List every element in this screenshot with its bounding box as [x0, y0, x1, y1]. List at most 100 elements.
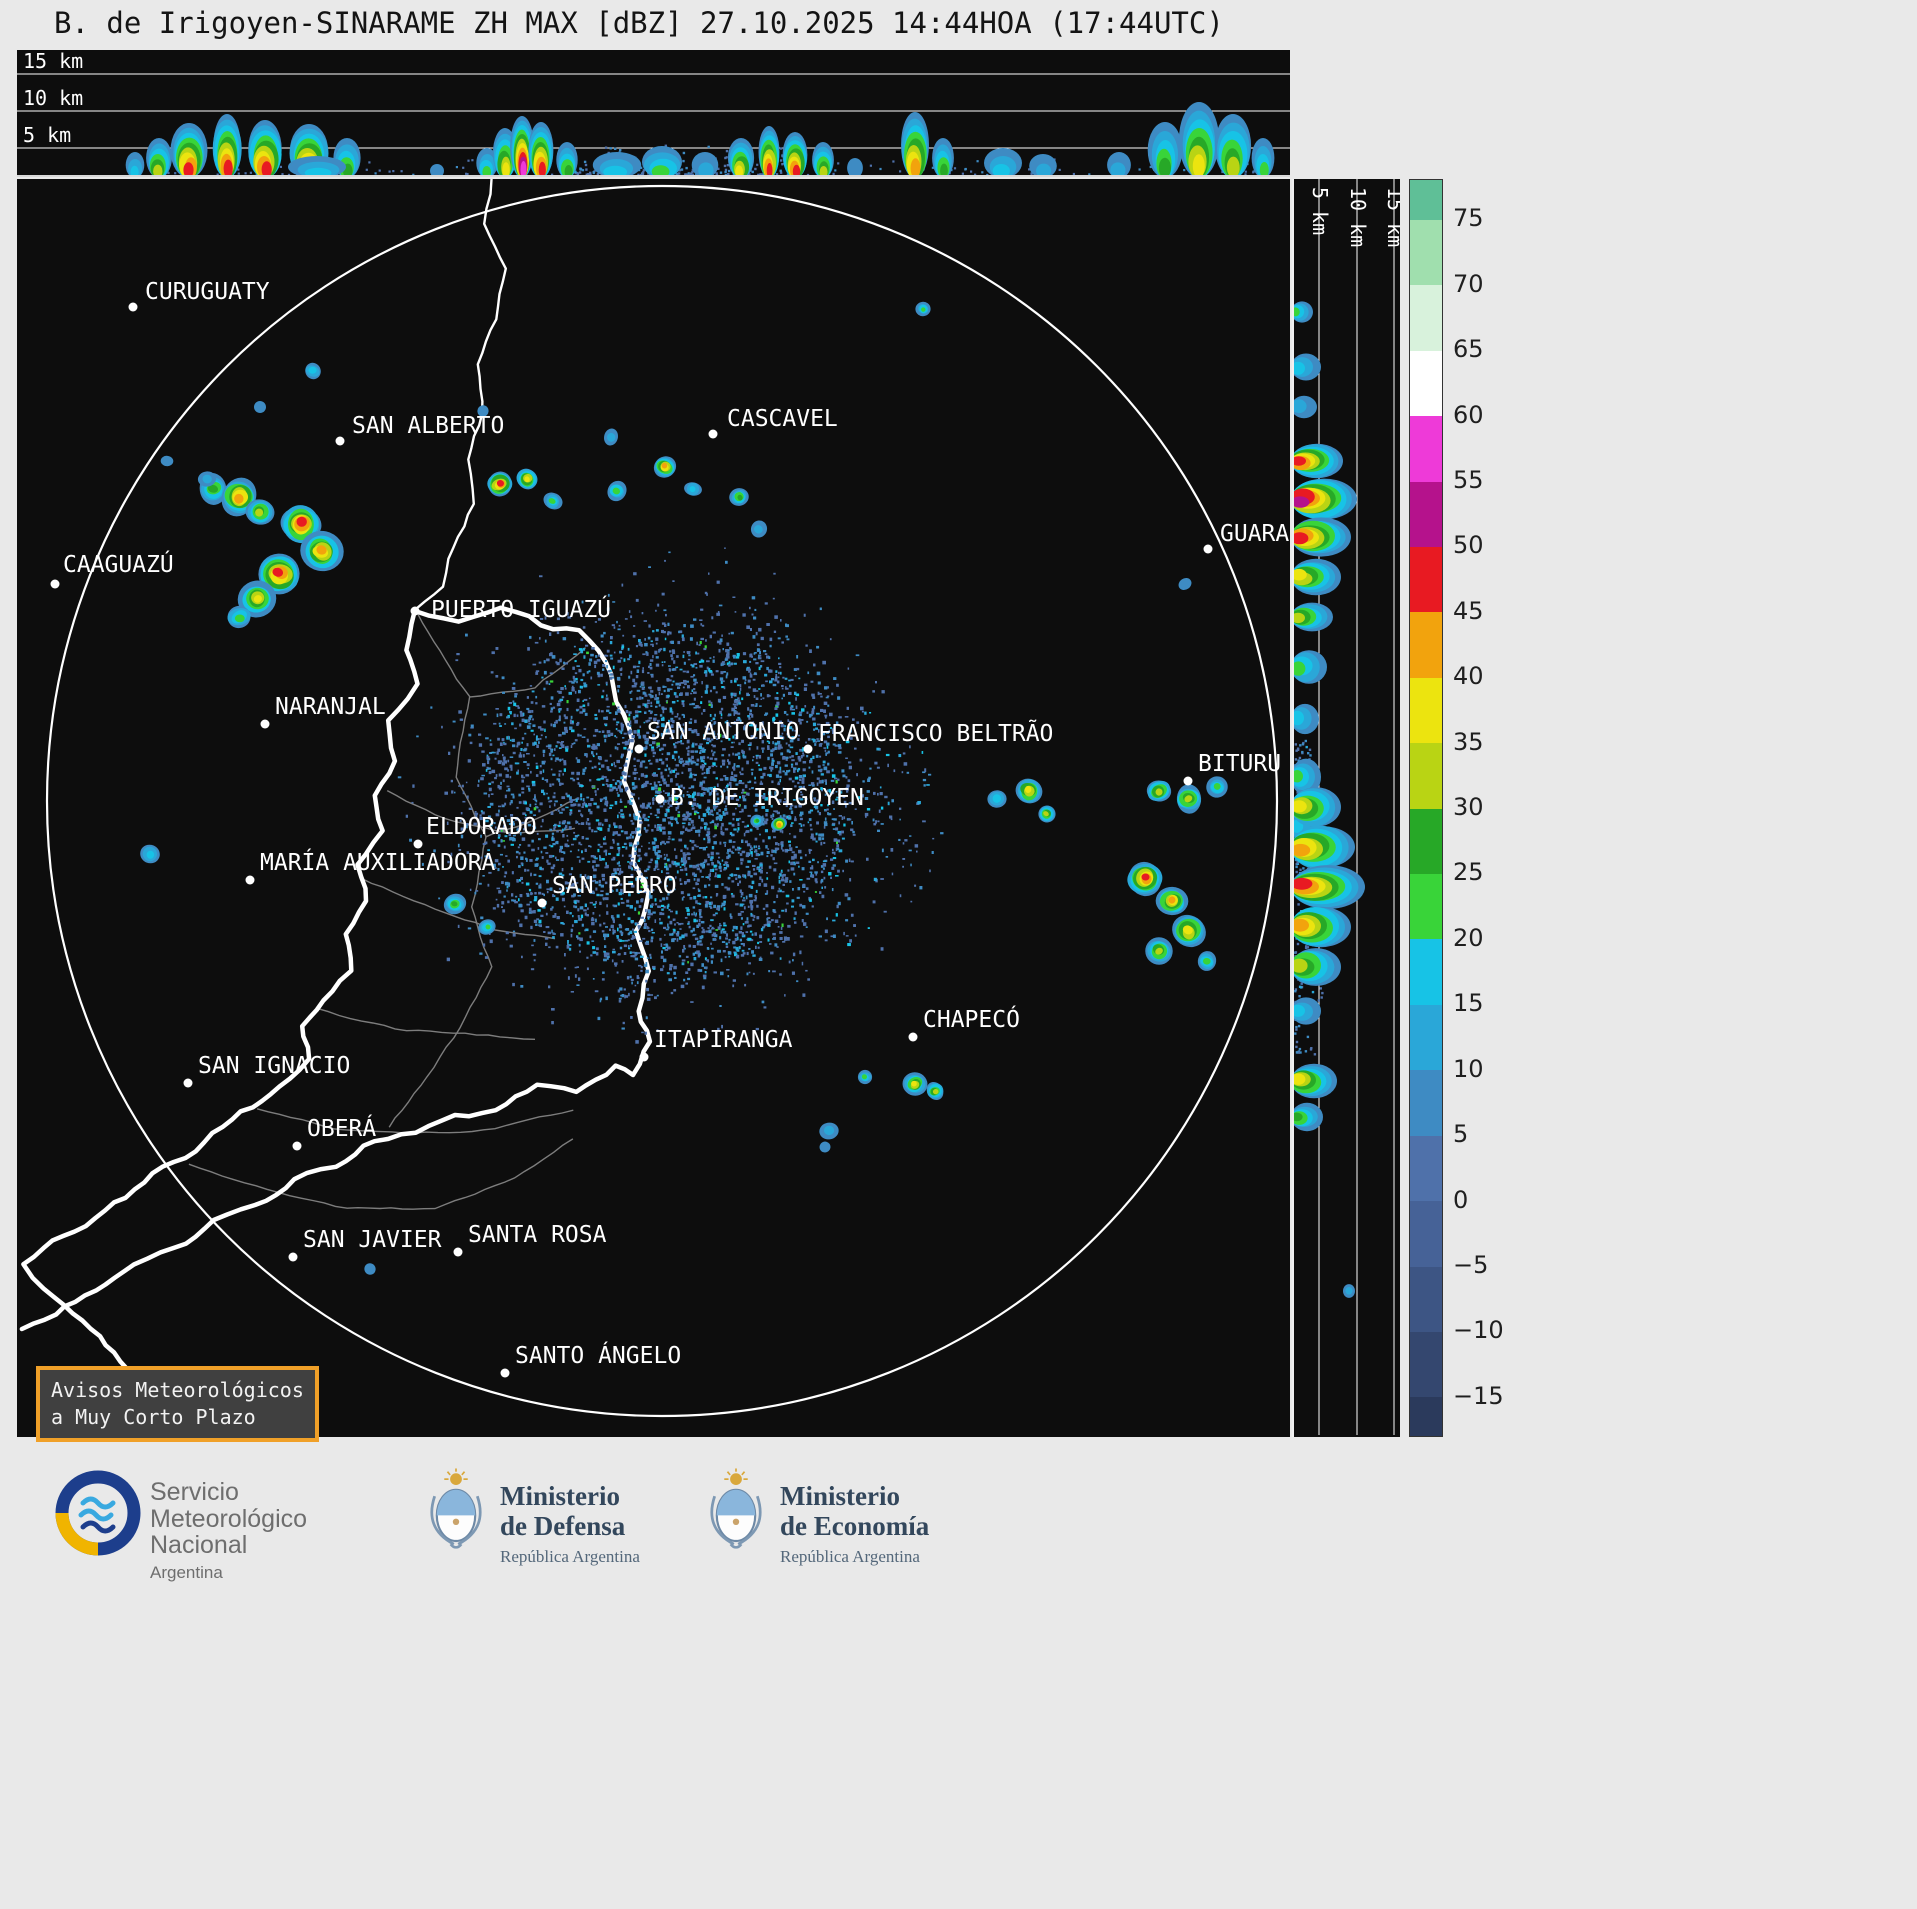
river-line	[21, 608, 420, 1437]
cross-top-svg: 15 km 10 km 5 km	[17, 50, 1290, 175]
city-marker	[413, 839, 423, 849]
colorbar-segment	[1410, 180, 1442, 220]
colorbar-segment	[1410, 1135, 1442, 1202]
colorbar-tick: 40	[1453, 662, 1484, 691]
city-label: SANTO ÁNGELO	[515, 1341, 681, 1369]
colorbar-tick: 45	[1453, 596, 1484, 625]
admin-boundary	[388, 613, 493, 1128]
admin-boundary	[360, 877, 556, 940]
colorbar-tick: 70	[1453, 269, 1484, 298]
height-label: 5 km	[1308, 187, 1332, 235]
colorbar-tick: −5	[1453, 1250, 1489, 1279]
cross-right-svg: 5 km 10 km 15 km	[1294, 179, 1400, 1435]
colorbar-tick: 50	[1453, 531, 1484, 560]
admin-boundary	[317, 1007, 536, 1040]
city-marker	[708, 429, 718, 439]
colorbar-tick: 5	[1453, 1120, 1469, 1149]
city-label: CAAGUAZÚ	[63, 550, 174, 578]
height-label: 5 km	[23, 123, 71, 147]
colorbar-segment	[1410, 742, 1442, 809]
colorbar-tick: 75	[1453, 204, 1484, 233]
defensa-wordmark: Ministerio de Defensa República Argentin…	[500, 1481, 640, 1567]
colorbar-tick: 0	[1453, 1185, 1469, 1214]
city-label: BITURU	[1198, 751, 1281, 777]
clutter-echoes	[397, 547, 944, 1044]
admin-boundary	[188, 1138, 574, 1210]
city-label: GUARA	[1220, 521, 1289, 547]
economia-line3: República Argentina	[780, 1547, 920, 1567]
defensa-line1: Ministerio	[500, 1481, 620, 1511]
river-line	[19, 605, 653, 1332]
city-label: MARÍA AUXILIADORA	[260, 848, 496, 876]
city-marker	[50, 579, 60, 589]
city-label: CASCAVEL	[727, 406, 838, 432]
city-marker	[335, 436, 345, 446]
colorbar-segment	[1410, 1396, 1442, 1436]
smn-line3: Nacional	[150, 1531, 248, 1559]
colorbar	[1409, 179, 1443, 1437]
city-label: OBERÁ	[307, 1114, 376, 1142]
colorbar-segment	[1410, 1265, 1442, 1332]
smn-line1: Servicio	[150, 1478, 239, 1506]
city-label: PUERTO IGUAZÚ	[431, 595, 611, 623]
city-label: SANTA ROSA	[468, 1222, 607, 1248]
colorbar-tick: 25	[1453, 858, 1484, 887]
colorbar-segment	[1410, 546, 1442, 613]
notice-box: Avisos Meteorológicos a Muy Corto Plazo	[36, 1366, 319, 1442]
admin-boundary	[386, 789, 576, 835]
storm-cells	[140, 301, 1228, 1275]
economia-coat-of-arms-icon	[710, 1468, 762, 1549]
colorbar-segment	[1410, 350, 1442, 417]
smn-logo	[55, 1470, 141, 1556]
city-marker	[260, 719, 270, 729]
colorbar-tick: 20	[1453, 923, 1484, 952]
defensa-coat-of-arms-icon	[430, 1468, 482, 1549]
colorbar-segment	[1410, 219, 1442, 286]
city-marker	[908, 1032, 918, 1042]
colorbar-tick: 35	[1453, 727, 1484, 756]
colorbar-segment	[1410, 1200, 1442, 1267]
radar-map-panel: CURUGUATY SAN ALBERTO CASCAVEL CAAGUAZÚ GUAR…	[17, 179, 1290, 1437]
city-marker	[292, 1141, 302, 1151]
radar-map-svg: CURUGUATY SAN ALBERTO CASCAVEL CAAGUAZÚ GUAR…	[19, 179, 1289, 1437]
height-label: 15 km	[1383, 187, 1400, 247]
footer: Servicio Meteorológico Nacional Argentin…	[0, 1437, 1917, 1909]
city-marker	[655, 794, 665, 804]
city-marker	[634, 744, 644, 754]
economia-line1: Ministerio	[780, 1481, 900, 1511]
city-marker	[1203, 544, 1213, 554]
city-label: B. DE IRIGOYEN	[670, 785, 864, 811]
river-line	[414, 179, 507, 611]
city-marker	[128, 302, 138, 312]
city-marker	[537, 898, 547, 908]
colorbar-segment	[1410, 677, 1442, 744]
city-label: ELDORADO	[426, 814, 537, 840]
notice-line1: Avisos Meteorológicos	[51, 1378, 304, 1402]
colorbar-tick: 65	[1453, 335, 1484, 364]
city-marker	[453, 1247, 463, 1257]
colorbar-segment	[1410, 284, 1442, 351]
colorbar-segment	[1410, 1004, 1442, 1071]
city-label: SAN ANTONIO	[647, 719, 799, 745]
smn-line2: Meteorológico	[150, 1504, 308, 1533]
range-ring	[45, 184, 1279, 1418]
colorbar-segment	[1410, 1069, 1442, 1136]
defensa-line2: de Defensa	[500, 1511, 626, 1542]
admin-boundary	[468, 647, 586, 698]
colorbar-segment	[1410, 1331, 1442, 1398]
city-marker	[639, 1052, 649, 1062]
city-marker	[803, 744, 813, 754]
city-label: SAN PEDRO	[552, 873, 677, 899]
smn-line4: Argentina	[150, 1562, 223, 1582]
city-marker	[245, 875, 255, 885]
product-title: B. de Irigoyen-SINARAME ZH MAX [dBZ] 27.…	[54, 6, 1224, 40]
colorbar-tick: 10	[1453, 1054, 1484, 1083]
city-label: CURUGUATY	[145, 279, 270, 305]
height-label: 10 km	[23, 86, 83, 110]
city-marker	[288, 1252, 298, 1262]
colorbar-tick: 55	[1453, 465, 1484, 494]
cross-section-right-panel: 5 km 10 km 15 km	[1292, 179, 1400, 1437]
notice-line2: a Muy Corto Plazo	[51, 1405, 256, 1429]
city-label: SAN ALBERTO	[352, 413, 504, 439]
